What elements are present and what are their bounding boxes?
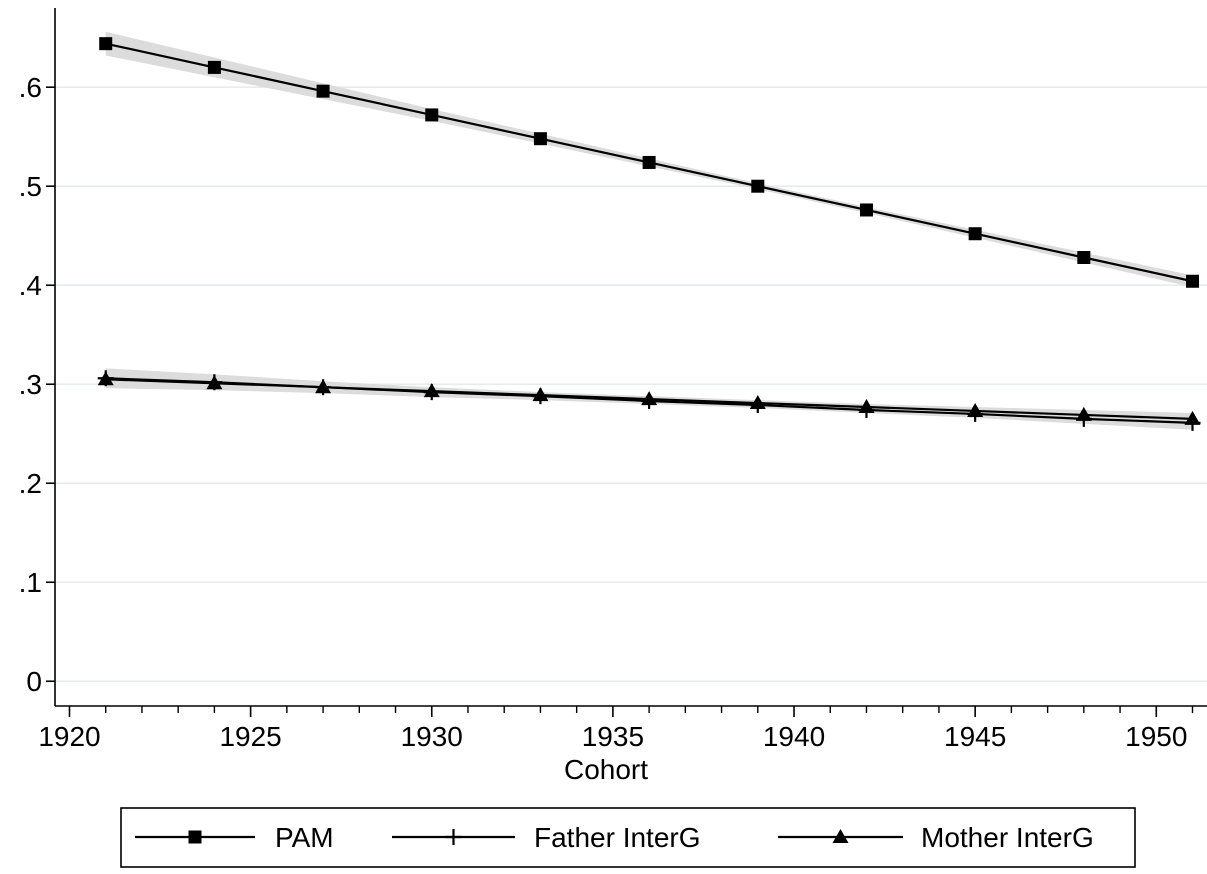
data-point: [832, 829, 849, 843]
data-point: [859, 203, 873, 217]
data-point: [207, 60, 221, 74]
data-point: [206, 375, 223, 390]
axis-ticks: 0 .1 .2 .3 .4 .5 .6 1920 1925 1930 1935 1940 1945 195…: [19, 72, 1194, 752]
data-point: [316, 84, 330, 98]
data-point: [423, 383, 440, 398]
data-point: [751, 179, 765, 193]
legend-item: Father InterG: [392, 822, 701, 853]
x-tick-label: 1950: [1125, 721, 1187, 752]
y-tick-label: .2: [19, 468, 42, 499]
data-point: [642, 155, 656, 169]
legend-box: [120, 807, 1136, 868]
data-point: [1184, 410, 1201, 425]
y-tick-label: .3: [19, 369, 42, 400]
data-point: [425, 108, 439, 122]
data-point: [1077, 250, 1091, 264]
data-point: [97, 371, 114, 386]
data-point: [188, 830, 202, 844]
y-tick-label: .5: [19, 171, 42, 202]
x-tick-label: 1945: [944, 721, 1006, 752]
legend: PAM Father InterG Mother InterG: [120, 807, 1136, 868]
data-point: [533, 132, 547, 146]
data-point: [1186, 274, 1200, 288]
legend-item: PAM: [135, 822, 334, 853]
legend-item: Mother InterG: [778, 822, 1094, 853]
data-point: [315, 379, 332, 394]
data-point: [749, 395, 766, 410]
data-point: [1075, 406, 1092, 421]
data-point: [967, 402, 984, 417]
data-point: [99, 37, 113, 51]
y-tick-label: 0: [26, 666, 42, 697]
data-point: [445, 829, 462, 845]
y-tick-label: .4: [19, 270, 42, 301]
x-tick-label: 1925: [219, 721, 281, 752]
legend-label: Father InterG: [534, 822, 701, 853]
y-tick-label: .6: [19, 72, 42, 103]
x-tick-label: 1920: [38, 721, 100, 752]
x-axis-title: Cohort: [564, 754, 648, 785]
series-lines: [105, 42, 1193, 424]
data-point: [641, 391, 658, 406]
data-point: [968, 227, 982, 241]
axes: [54, 8, 1207, 707]
y-tick-label: .1: [19, 567, 42, 598]
legend-label: PAM: [275, 822, 334, 853]
series-markers: [97, 37, 1201, 431]
data-point: [532, 387, 549, 402]
data-point: [858, 398, 875, 413]
confidence-bands: [105, 31, 1193, 430]
x-tick-label: 1940: [763, 721, 825, 752]
x-tick-label: 1930: [401, 721, 463, 752]
legend-label: Mother InterG: [921, 822, 1094, 853]
x-tick-label: 1935: [582, 721, 644, 752]
